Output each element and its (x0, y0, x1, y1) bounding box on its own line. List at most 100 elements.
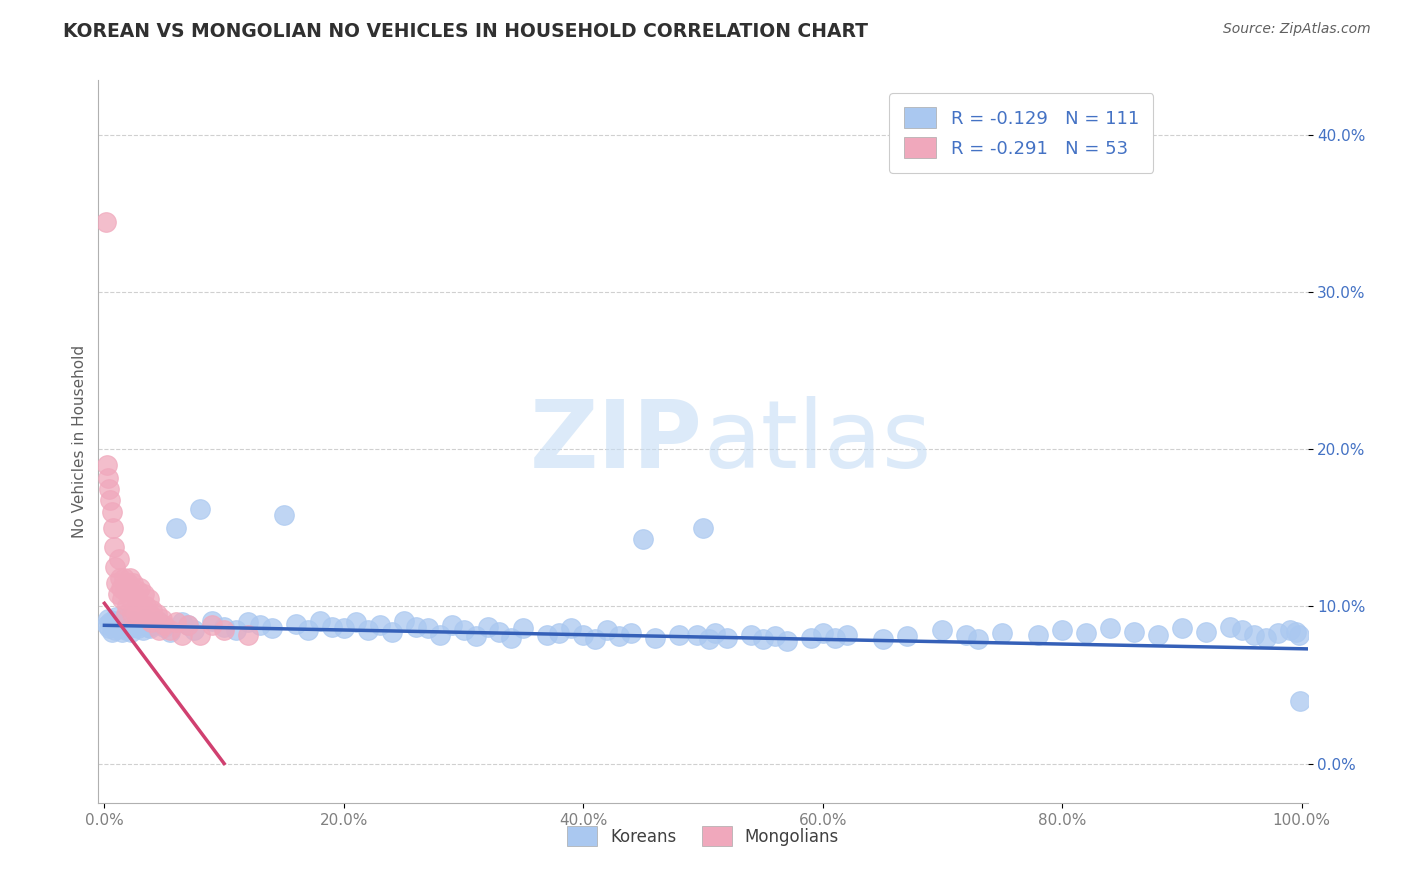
Point (104, 623, 127, 637)
Point (763, 629, 786, 643)
Point (357, 623, 380, 637)
Point (201, 614, 224, 628)
Point (124, 587, 146, 601)
Point (103, 540, 125, 554)
Point (405, 620, 427, 634)
Point (134, 612, 156, 626)
Point (148, 614, 170, 628)
Point (1278, 623, 1301, 637)
Point (297, 623, 319, 637)
Point (368, 618, 391, 632)
Point (141, 602, 163, 616)
Point (101, 616, 124, 631)
Point (512, 622, 534, 636)
Point (120, 591, 142, 606)
Point (596, 623, 619, 637)
Text: atlas: atlas (703, 395, 931, 488)
Point (644, 631, 666, 645)
Point (94, 214, 117, 228)
Point (429, 628, 451, 642)
Point (98, 482, 121, 496)
Point (1243, 628, 1265, 642)
Point (117, 575, 139, 590)
Point (143, 612, 166, 626)
Point (1123, 624, 1146, 639)
Point (148, 623, 170, 637)
Point (835, 628, 858, 642)
Point (1171, 622, 1194, 636)
Point (236, 628, 259, 642)
Point (477, 620, 499, 634)
Point (129, 581, 152, 595)
Point (112, 571, 135, 585)
Point (1284, 624, 1306, 639)
Point (107, 587, 129, 601)
Point (321, 620, 343, 634)
Point (136, 612, 159, 626)
Point (100, 615, 122, 630)
Point (129, 615, 152, 630)
Point (1050, 623, 1073, 637)
Point (177, 618, 200, 632)
Point (100, 624, 122, 639)
Point (212, 620, 235, 634)
Point (105, 610, 128, 624)
Point (97, 612, 120, 626)
Point (125, 599, 148, 614)
Point (110, 618, 132, 632)
Point (548, 626, 571, 640)
Point (955, 628, 977, 642)
Point (1099, 622, 1122, 636)
Point (740, 628, 762, 642)
Point (139, 622, 162, 636)
Point (704, 626, 727, 640)
Point (159, 623, 181, 637)
Point (967, 632, 990, 647)
Point (811, 626, 834, 640)
Point (488, 624, 510, 639)
Point (188, 628, 211, 642)
Point (188, 502, 211, 516)
Point (139, 607, 162, 622)
Point (134, 607, 156, 622)
Point (124, 607, 146, 622)
Point (165, 521, 187, 535)
Point (284, 616, 307, 631)
Point (101, 521, 124, 535)
Point (121, 607, 143, 622)
Point (118, 571, 141, 585)
Point (1026, 628, 1049, 642)
Point (1254, 631, 1277, 645)
Point (464, 629, 486, 643)
Point (392, 614, 415, 628)
Point (117, 618, 139, 632)
Point (201, 618, 224, 632)
Point (583, 632, 606, 647)
Point (96, 618, 118, 632)
Point (107, 622, 129, 636)
Point (127, 622, 149, 636)
Text: Source: ZipAtlas.com: Source: ZipAtlas.com (1223, 22, 1371, 37)
Point (416, 622, 439, 636)
Point (115, 599, 138, 614)
Point (931, 623, 953, 637)
Point (381, 624, 404, 639)
Point (607, 629, 630, 643)
Point (631, 532, 654, 546)
Point (260, 622, 283, 636)
Point (115, 623, 138, 637)
Point (824, 631, 846, 645)
Point (212, 623, 235, 637)
Point (776, 634, 799, 648)
Point (114, 620, 136, 634)
Point (103, 614, 125, 628)
Point (1289, 694, 1312, 708)
Point (536, 628, 558, 642)
Point (97, 471, 120, 485)
Point (107, 552, 129, 566)
Point (108, 571, 131, 585)
Point (120, 624, 142, 639)
Point (440, 618, 463, 632)
Point (110, 581, 132, 595)
Point (111, 624, 134, 639)
